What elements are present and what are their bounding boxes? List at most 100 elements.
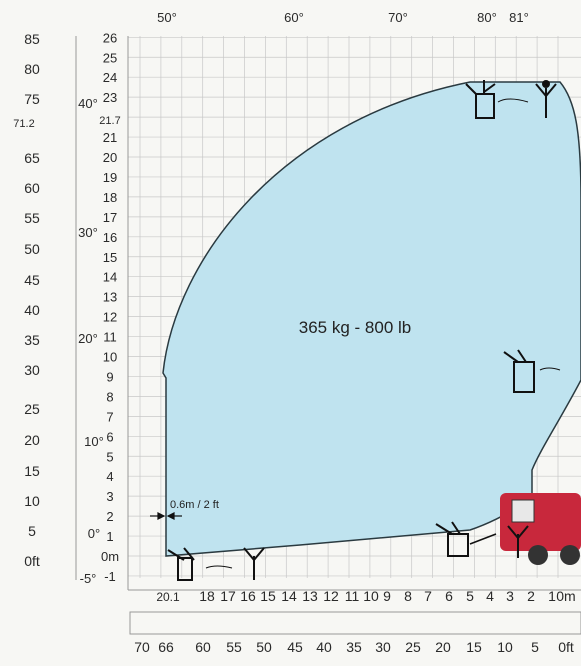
basket-top-left-icon [465,80,529,119]
angle-label: 80° [477,10,497,25]
ft-tick: 35 [24,332,40,348]
reach-m-tick: 12 [323,588,339,604]
angle-label: 30° [78,225,98,240]
reach-m-tick: 3 [506,588,514,604]
ft-tick: 71.2 [13,118,34,130]
angle-label: 60° [284,10,304,25]
telehandler-machine [500,493,581,565]
reach-m-tick: 1 [548,588,556,604]
reach-ft-tick: 60 [195,639,211,655]
operator-bottom-right-icon [507,525,529,558]
height-m-tick: 23 [103,90,117,105]
height-m-tick: 4 [106,469,113,484]
height-m-tick: 7 [106,409,113,424]
reach-ft-tick: 45 [287,639,303,655]
reach-ft-tick: 55 [226,639,242,655]
reach-ft-tick: 66 [158,639,174,655]
reach-ft-tick: 10 [497,639,513,655]
ft-tick: 75 [24,91,40,107]
ft-tick: 20 [24,432,40,448]
height-m-tick: 19 [103,170,117,185]
angle-labels-top: 50° 60° 70° 80° 81° [157,10,529,25]
angle-label: 0° [88,526,100,541]
height-m-tick: 12 [103,310,117,325]
reach-m-tick: 11 [345,588,360,604]
reach-m-tick: 5 [466,588,474,604]
ft-tick: 5 [28,523,36,539]
height-m-tick: 10 [103,350,117,365]
height-m-tick: 0m [101,549,119,564]
offset-indicator [150,512,182,520]
height-m-tick: 14 [103,270,117,285]
ft-tick: 40 [24,302,40,318]
basket-bottom-left-icon [167,547,233,581]
angle-label: 10° [84,434,104,449]
height-m-tick: 15 [103,250,117,265]
ft-tick: 65 [24,150,40,166]
height-m-scale: 2625242321.72120191817161514131211109876… [99,30,120,584]
height-m-tick: 9 [106,369,113,384]
height-m-tick: 24 [103,70,117,85]
reach-m-tick: 18 [199,588,215,604]
angle-label: 70° [388,10,408,25]
height-m-tick: 21.7 [99,115,120,127]
reach-ft-tick: 25 [405,639,421,655]
angle-label: -5° [80,571,97,586]
operator-bottom-left-icon [243,547,265,580]
left-height-ft-scale: 85 80 75 71.2 65 60 55 50 45 40 35 30 25 20 15 10 5 0ft [13,31,40,569]
ft-tick: 60 [24,180,40,196]
reach-m-tick: 10 [363,588,379,604]
basket-bottom-right-icon [435,521,497,557]
height-m-tick: 6 [106,429,113,444]
reach-ft-tick: 40 [316,639,332,655]
height-m-tick: 16 [103,230,117,245]
reach-ft-tick: 35 [346,639,362,655]
height-m-tick: 5 [106,449,113,464]
ft-tick: 45 [24,272,40,288]
height-m-tick: 2 [106,509,113,524]
angle-label: 81° [509,10,529,25]
reach-m-tick: 0m [556,588,575,604]
reach-m-tick: 8 [404,588,412,604]
height-m-tick: 25 [103,50,117,65]
angle-label: 50° [157,10,177,25]
load-capacity-label: 365 kg - 800 lb [299,318,411,337]
reach-m-tick: 20.1 [156,590,180,604]
reach-ft-scale: 70 66 60 55 50 45 40 35 30 25 20 15 10 5 0ft [134,639,574,655]
reach-m-tick: 15 [260,588,276,604]
angle-label: 20° [78,331,98,346]
operator-top-right-icon [535,80,557,118]
height-m-tick: 21 [103,130,117,145]
ft-tick: 50 [24,241,40,257]
height-m-tick: 3 [106,489,113,504]
ft-tick: 85 [24,31,40,47]
height-m-tick: 11 [103,330,117,345]
reach-ft-tick: 20 [435,639,451,655]
height-m-tick: 17 [103,210,117,225]
reach-m-tick: 14 [281,588,297,604]
reach-m-tick: 4 [486,588,494,604]
reach-ft-tick: 15 [466,639,482,655]
reach-ft-tick: 50 [256,639,272,655]
ft-tick: 55 [24,210,40,226]
ft-tick: 30 [24,362,40,378]
offset-label: 0.6m / 2 ft [170,499,219,511]
height-m-tick: 18 [103,190,117,205]
height-m-tick: 20 [103,150,117,165]
reach-ft-scale-box [129,611,581,635]
reach-m-tick: 2 [527,588,535,604]
height-m-tick: -1 [104,569,116,584]
basket-figures [167,80,561,581]
reach-m-tick: 7 [424,588,432,604]
reach-ft-tick: 30 [375,639,391,655]
ft-tick: 15 [24,463,40,479]
basket-mid-right-icon [503,349,561,393]
reach-m-tick: 16 [240,588,256,604]
reach-m-tick: 17 [220,588,236,604]
height-m-tick: 26 [103,30,117,45]
height-m-tick: 1 [106,529,113,544]
angle-labels-side: 40° 30° 20° 10° 0° -5° [78,96,104,586]
angle-label: 40° [78,96,98,111]
ft-tick: 25 [24,401,40,417]
